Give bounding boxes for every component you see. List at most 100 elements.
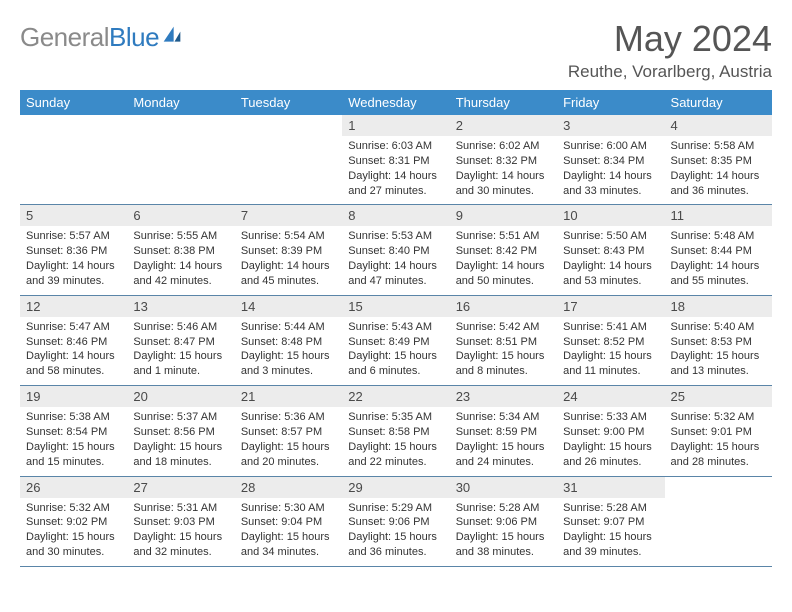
calendar-cell: 9Sunrise: 5:51 AMSunset: 8:42 PMDaylight… <box>450 205 557 295</box>
calendar-cell <box>20 115 127 205</box>
day-text <box>127 136 234 194</box>
day-number <box>235 115 342 136</box>
daylight-text: Daylight: 15 hours and 38 minutes. <box>456 530 551 560</box>
day-text: Sunrise: 6:03 AMSunset: 8:31 PMDaylight:… <box>342 136 449 204</box>
sunset-text: Sunset: 8:56 PM <box>133 425 228 440</box>
day-text <box>665 498 772 556</box>
day-number: 15 <box>342 296 449 317</box>
day-text: Sunrise: 5:41 AMSunset: 8:52 PMDaylight:… <box>557 317 664 385</box>
sunrise-text: Sunrise: 5:33 AM <box>563 410 658 425</box>
calendar-cell: 27Sunrise: 5:31 AMSunset: 9:03 PMDayligh… <box>127 476 234 566</box>
day-text: Sunrise: 5:55 AMSunset: 8:38 PMDaylight:… <box>127 226 234 294</box>
sunrise-text: Sunrise: 5:50 AM <box>563 229 658 244</box>
sunset-text: Sunset: 8:59 PM <box>456 425 551 440</box>
calendar-cell: 15Sunrise: 5:43 AMSunset: 8:49 PMDayligh… <box>342 295 449 385</box>
daylight-text: Daylight: 14 hours and 42 minutes. <box>133 259 228 289</box>
sunrise-text: Sunrise: 5:41 AM <box>563 320 658 335</box>
daylight-text: Daylight: 14 hours and 30 minutes. <box>456 169 551 199</box>
day-number: 17 <box>557 296 664 317</box>
day-number: 20 <box>127 386 234 407</box>
calendar-cell: 16Sunrise: 5:42 AMSunset: 8:51 PMDayligh… <box>450 295 557 385</box>
daylight-text: Daylight: 15 hours and 3 minutes. <box>241 349 336 379</box>
calendar-cell <box>127 115 234 205</box>
sunrise-text: Sunrise: 5:58 AM <box>671 139 766 154</box>
day-header: Saturday <box>665 90 772 115</box>
sunrise-text: Sunrise: 5:51 AM <box>456 229 551 244</box>
sunrise-text: Sunrise: 5:36 AM <box>241 410 336 425</box>
daylight-text: Daylight: 15 hours and 8 minutes. <box>456 349 551 379</box>
day-text: Sunrise: 5:34 AMSunset: 8:59 PMDaylight:… <box>450 407 557 475</box>
daylight-text: Daylight: 15 hours and 36 minutes. <box>348 530 443 560</box>
daylight-text: Daylight: 14 hours and 58 minutes. <box>26 349 121 379</box>
calendar-body: 1Sunrise: 6:03 AMSunset: 8:31 PMDaylight… <box>20 115 772 566</box>
calendar-cell: 5Sunrise: 5:57 AMSunset: 8:36 PMDaylight… <box>20 205 127 295</box>
day-number: 4 <box>665 115 772 136</box>
calendar-cell: 19Sunrise: 5:38 AMSunset: 8:54 PMDayligh… <box>20 386 127 476</box>
sunrise-text: Sunrise: 6:00 AM <box>563 139 658 154</box>
daylight-text: Daylight: 15 hours and 34 minutes. <box>241 530 336 560</box>
sunset-text: Sunset: 8:52 PM <box>563 335 658 350</box>
sunrise-text: Sunrise: 6:02 AM <box>456 139 551 154</box>
sunrise-text: Sunrise: 5:37 AM <box>133 410 228 425</box>
sunrise-text: Sunrise: 5:29 AM <box>348 501 443 516</box>
sunset-text: Sunset: 8:44 PM <box>671 244 766 259</box>
calendar-cell: 20Sunrise: 5:37 AMSunset: 8:56 PMDayligh… <box>127 386 234 476</box>
sunset-text: Sunset: 9:06 PM <box>348 515 443 530</box>
sunrise-text: Sunrise: 5:43 AM <box>348 320 443 335</box>
day-text: Sunrise: 5:53 AMSunset: 8:40 PMDaylight:… <box>342 226 449 294</box>
day-header: Friday <box>557 90 664 115</box>
day-header: Wednesday <box>342 90 449 115</box>
day-text: Sunrise: 5:28 AMSunset: 9:06 PMDaylight:… <box>450 498 557 566</box>
day-text: Sunrise: 6:00 AMSunset: 8:34 PMDaylight:… <box>557 136 664 204</box>
sunset-text: Sunset: 9:04 PM <box>241 515 336 530</box>
sunrise-text: Sunrise: 5:28 AM <box>563 501 658 516</box>
sunset-text: Sunset: 8:48 PM <box>241 335 336 350</box>
calendar-cell: 3Sunrise: 6:00 AMSunset: 8:34 PMDaylight… <box>557 115 664 205</box>
sunset-text: Sunset: 8:46 PM <box>26 335 121 350</box>
sunrise-text: Sunrise: 5:53 AM <box>348 229 443 244</box>
day-text: Sunrise: 5:36 AMSunset: 8:57 PMDaylight:… <box>235 407 342 475</box>
calendar-cell: 10Sunrise: 5:50 AMSunset: 8:43 PMDayligh… <box>557 205 664 295</box>
logo-word1: General <box>20 22 109 52</box>
day-number: 14 <box>235 296 342 317</box>
daylight-text: Daylight: 15 hours and 39 minutes. <box>563 530 658 560</box>
calendar-cell: 24Sunrise: 5:33 AMSunset: 9:00 PMDayligh… <box>557 386 664 476</box>
day-number: 22 <box>342 386 449 407</box>
sunset-text: Sunset: 8:58 PM <box>348 425 443 440</box>
daylight-text: Daylight: 14 hours and 39 minutes. <box>26 259 121 289</box>
calendar-cell: 11Sunrise: 5:48 AMSunset: 8:44 PMDayligh… <box>665 205 772 295</box>
calendar-cell: 29Sunrise: 5:29 AMSunset: 9:06 PMDayligh… <box>342 476 449 566</box>
daylight-text: Daylight: 15 hours and 6 minutes. <box>348 349 443 379</box>
calendar-row: 26Sunrise: 5:32 AMSunset: 9:02 PMDayligh… <box>20 476 772 566</box>
day-number: 13 <box>127 296 234 317</box>
calendar-cell: 6Sunrise: 5:55 AMSunset: 8:38 PMDaylight… <box>127 205 234 295</box>
sunrise-text: Sunrise: 5:44 AM <box>241 320 336 335</box>
sunset-text: Sunset: 8:39 PM <box>241 244 336 259</box>
calendar-table: SundayMondayTuesdayWednesdayThursdayFrid… <box>20 90 772 567</box>
sunrise-text: Sunrise: 5:38 AM <box>26 410 121 425</box>
daylight-text: Daylight: 14 hours and 55 minutes. <box>671 259 766 289</box>
day-number: 8 <box>342 205 449 226</box>
day-number: 19 <box>20 386 127 407</box>
day-text <box>235 136 342 194</box>
day-text: Sunrise: 5:47 AMSunset: 8:46 PMDaylight:… <box>20 317 127 385</box>
calendar-cell: 17Sunrise: 5:41 AMSunset: 8:52 PMDayligh… <box>557 295 664 385</box>
calendar-row: 1Sunrise: 6:03 AMSunset: 8:31 PMDaylight… <box>20 115 772 205</box>
location: Reuthe, Vorarlberg, Austria <box>568 62 772 82</box>
calendar-cell: 13Sunrise: 5:46 AMSunset: 8:47 PMDayligh… <box>127 295 234 385</box>
title-block: May 2024 Reuthe, Vorarlberg, Austria <box>568 18 772 82</box>
calendar-cell: 2Sunrise: 6:02 AMSunset: 8:32 PMDaylight… <box>450 115 557 205</box>
daylight-text: Daylight: 14 hours and 50 minutes. <box>456 259 551 289</box>
day-text: Sunrise: 5:50 AMSunset: 8:43 PMDaylight:… <box>557 226 664 294</box>
sunset-text: Sunset: 8:42 PM <box>456 244 551 259</box>
day-header: Tuesday <box>235 90 342 115</box>
sunrise-text: Sunrise: 5:32 AM <box>26 501 121 516</box>
day-number: 28 <box>235 477 342 498</box>
sunset-text: Sunset: 8:36 PM <box>26 244 121 259</box>
day-number <box>665 477 772 498</box>
daylight-text: Daylight: 15 hours and 32 minutes. <box>133 530 228 560</box>
sunset-text: Sunset: 9:01 PM <box>671 425 766 440</box>
day-number: 26 <box>20 477 127 498</box>
calendar-cell: 26Sunrise: 5:32 AMSunset: 9:02 PMDayligh… <box>20 476 127 566</box>
calendar-cell: 12Sunrise: 5:47 AMSunset: 8:46 PMDayligh… <box>20 295 127 385</box>
